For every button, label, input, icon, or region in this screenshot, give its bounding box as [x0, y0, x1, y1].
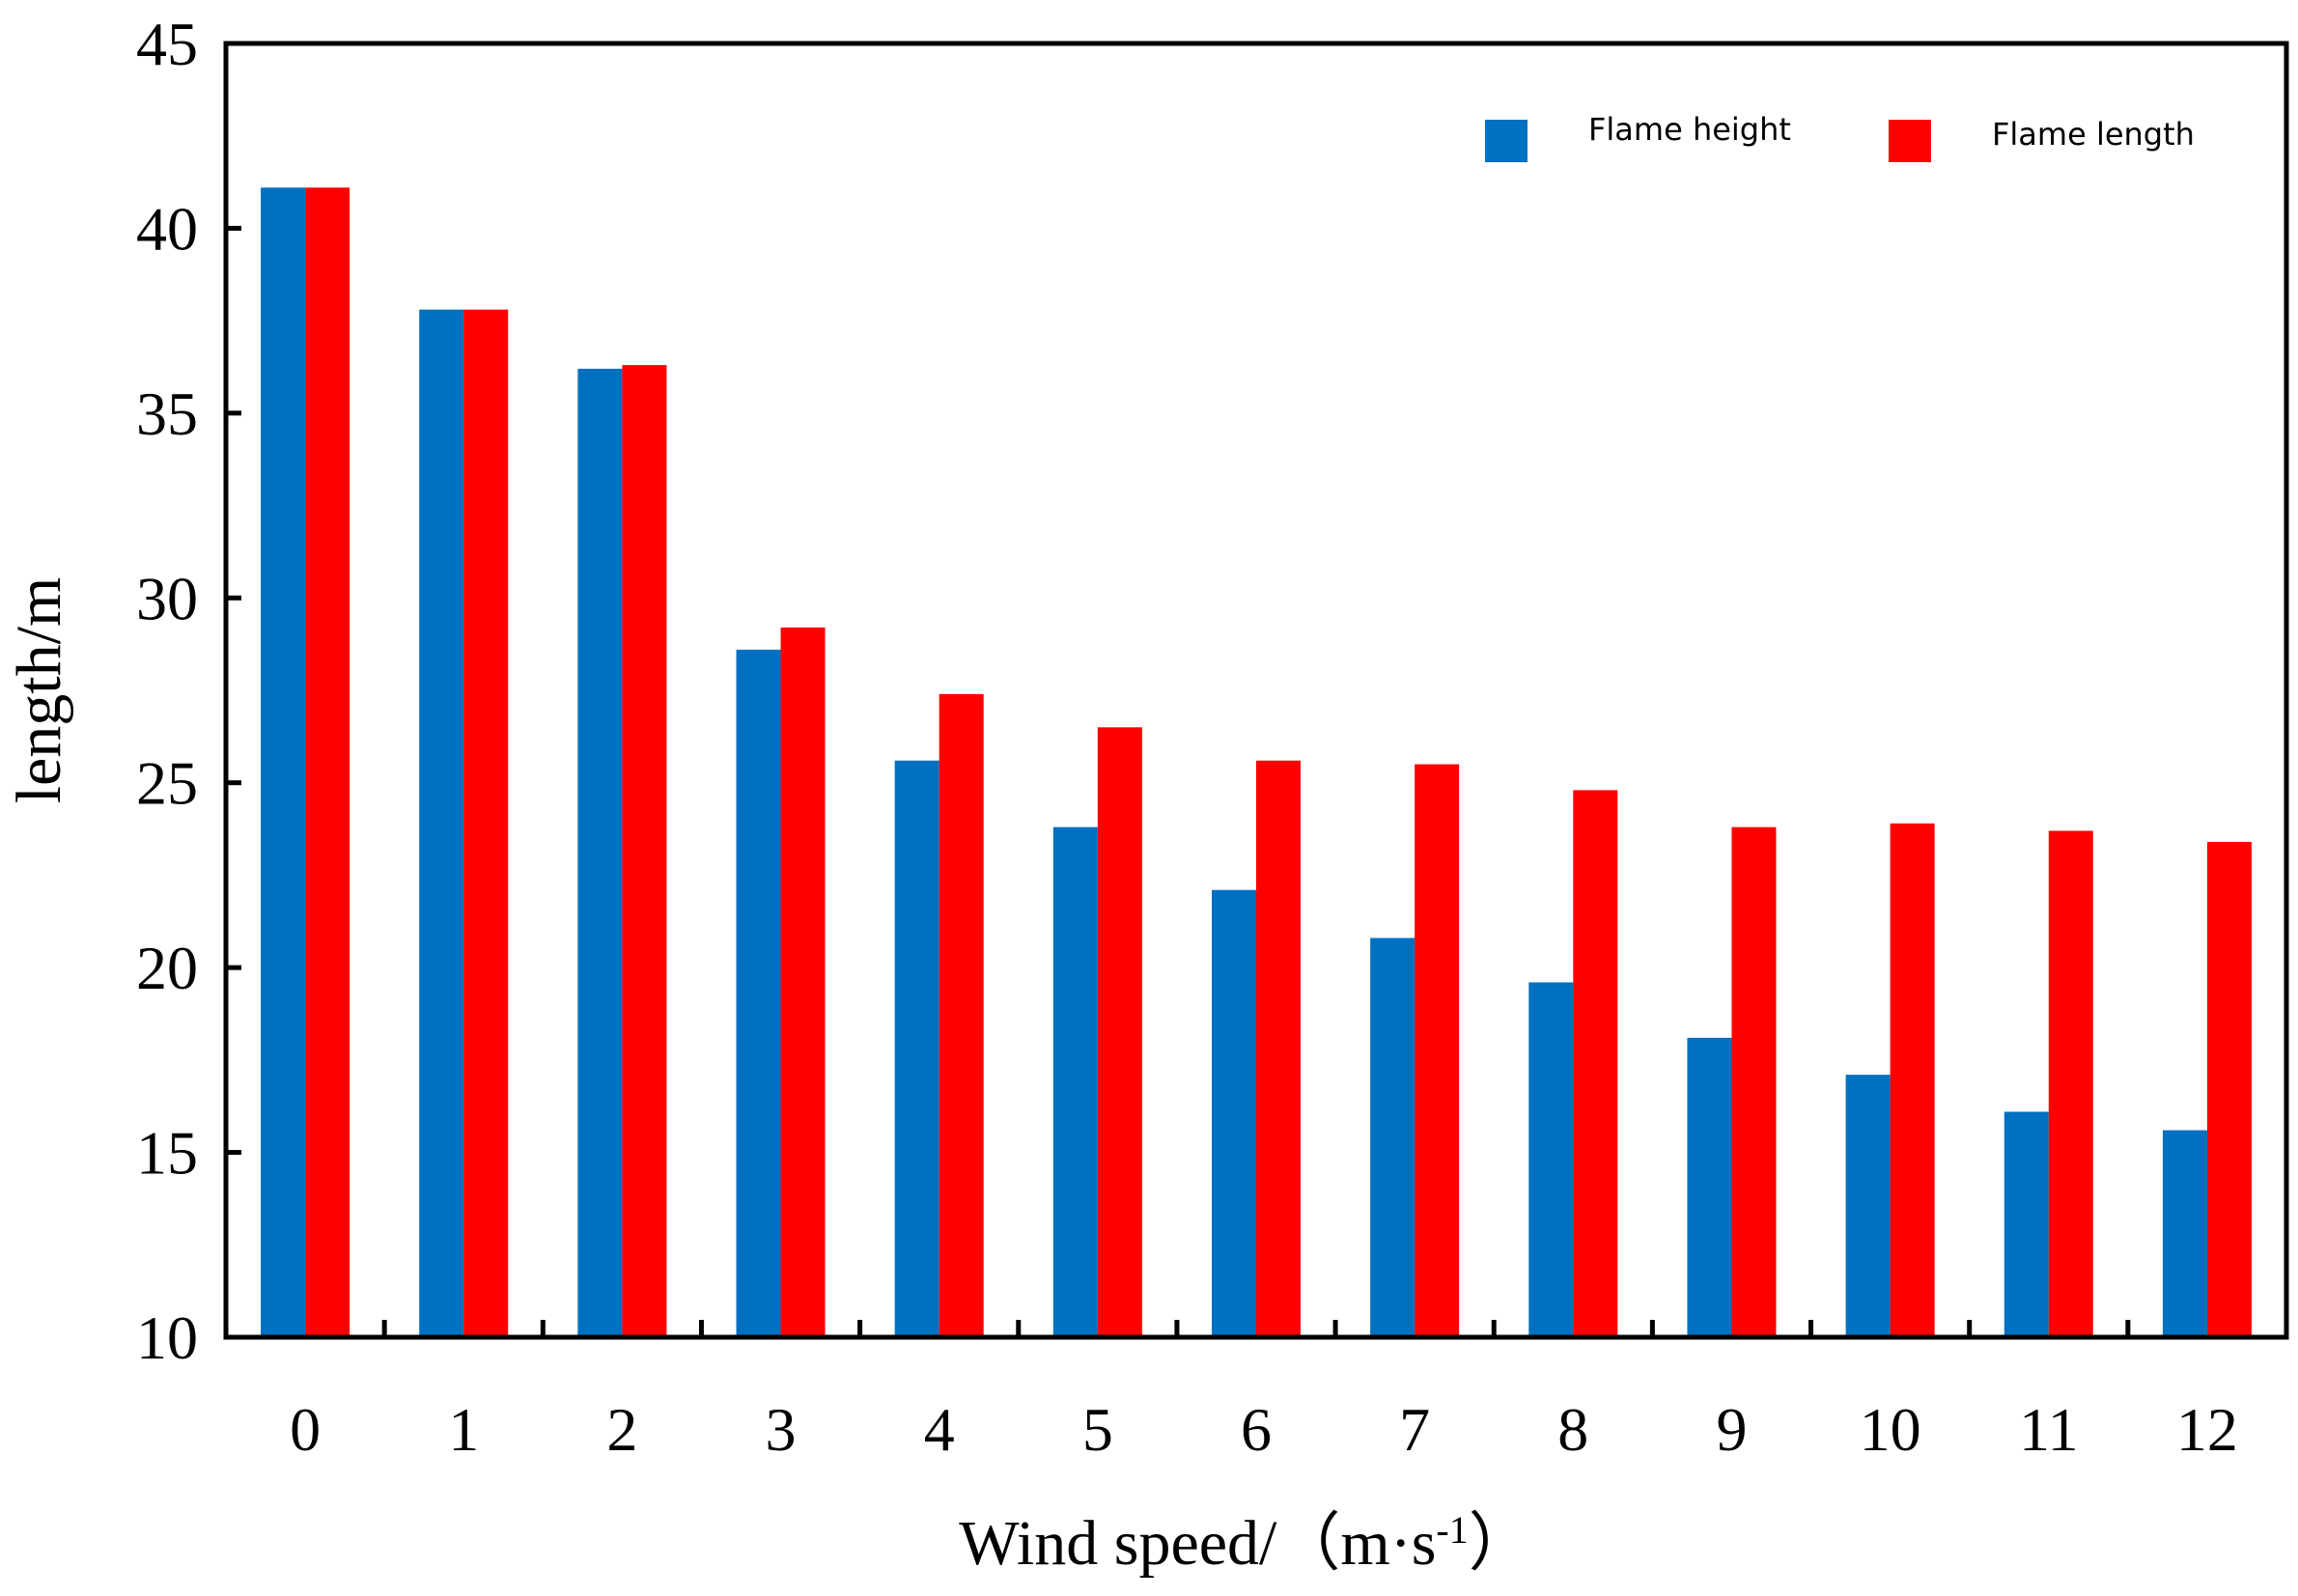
x-tick-label-12: 12	[2176, 1395, 2238, 1464]
bar-flame-length-11	[2048, 830, 2093, 1337]
bar-flame-height-2	[577, 368, 623, 1337]
x-axis-title-superscript: -1	[1436, 1508, 1468, 1552]
bars-group	[261, 187, 2252, 1338]
x-tick-label-7: 7	[1399, 1395, 1430, 1464]
legend: Flame height Flame length	[1485, 111, 2195, 162]
x-tick-label-3: 3	[766, 1395, 797, 1464]
bar-flame-height-3	[736, 649, 781, 1337]
bar-flame-length-10	[1890, 823, 1935, 1337]
legend-swatch-flame-height	[1485, 120, 1527, 162]
bar-flame-height-7	[1370, 938, 1415, 1337]
x-tick-label-1: 1	[448, 1395, 479, 1464]
y-tick-label-30: 30	[136, 564, 198, 632]
bar-flame-height-4	[894, 760, 939, 1337]
y-tick-label-40: 40	[136, 194, 198, 263]
y-axis-title: length/m	[4, 577, 74, 804]
x-tick-label-5: 5	[1082, 1395, 1113, 1464]
bar-flame-length-9	[1731, 826, 1777, 1337]
x-tick-label-2: 2	[606, 1395, 637, 1464]
x-axis-title-main: Wind speed/（m·s	[959, 1508, 1436, 1579]
x-tick-label-0: 0	[290, 1395, 321, 1464]
x-tick-label-11: 11	[2019, 1395, 2079, 1464]
bar-flame-length-5	[1097, 727, 1142, 1337]
legend-swatch-flame-length	[1889, 120, 1931, 162]
legend-label-flame-length: Flame length	[1992, 116, 2195, 153]
x-tick-label-4: 4	[924, 1395, 955, 1464]
bar-flame-height-12	[2162, 1130, 2207, 1337]
bar-flame-height-0	[261, 187, 306, 1337]
x-axis-title: Wind speed/（m·s-1）	[959, 1508, 1531, 1580]
bar-flame-height-10	[1845, 1075, 1891, 1337]
x-axis-title-close: ）	[1469, 1508, 1532, 1579]
y-tick-label-45: 45	[136, 10, 198, 78]
bar-flame-height-6	[1212, 889, 1256, 1337]
bar-flame-length-8	[1573, 790, 1618, 1337]
plot-frame	[223, 41, 2289, 1340]
x-tick-label-10: 10	[1860, 1395, 1921, 1464]
y-tick-label-15: 15	[136, 1119, 198, 1188]
bar-flame-length-7	[1415, 764, 1460, 1337]
bar-flame-length-1	[463, 309, 509, 1338]
y-tick-label-35: 35	[136, 379, 198, 448]
bar-flame-length-0	[305, 187, 350, 1337]
x-tick-label-8: 8	[1557, 1395, 1588, 1464]
y-tick-label-25: 25	[136, 749, 198, 818]
bar-flame-length-12	[2206, 841, 2252, 1337]
x-tick-label-6: 6	[1241, 1395, 1272, 1464]
bar-flame-length-3	[780, 627, 826, 1337]
bar-flame-height-9	[1687, 1037, 1732, 1337]
y-tick-label-10: 10	[136, 1303, 198, 1372]
bar-flame-length-2	[622, 365, 667, 1338]
y-tick-label-20: 20	[136, 934, 198, 1002]
x-tick-label-9: 9	[1716, 1395, 1747, 1464]
bar-flame-length-6	[1256, 760, 1301, 1337]
bar-flame-height-5	[1052, 826, 1098, 1337]
legend-label-flame-height: Flame height	[1588, 111, 1791, 148]
bar-flame-height-11	[2004, 1111, 2049, 1337]
bar-flame-length-4	[939, 693, 984, 1337]
bar-flame-height-8	[1528, 982, 1574, 1337]
bar-flame-height-1	[419, 309, 464, 1338]
